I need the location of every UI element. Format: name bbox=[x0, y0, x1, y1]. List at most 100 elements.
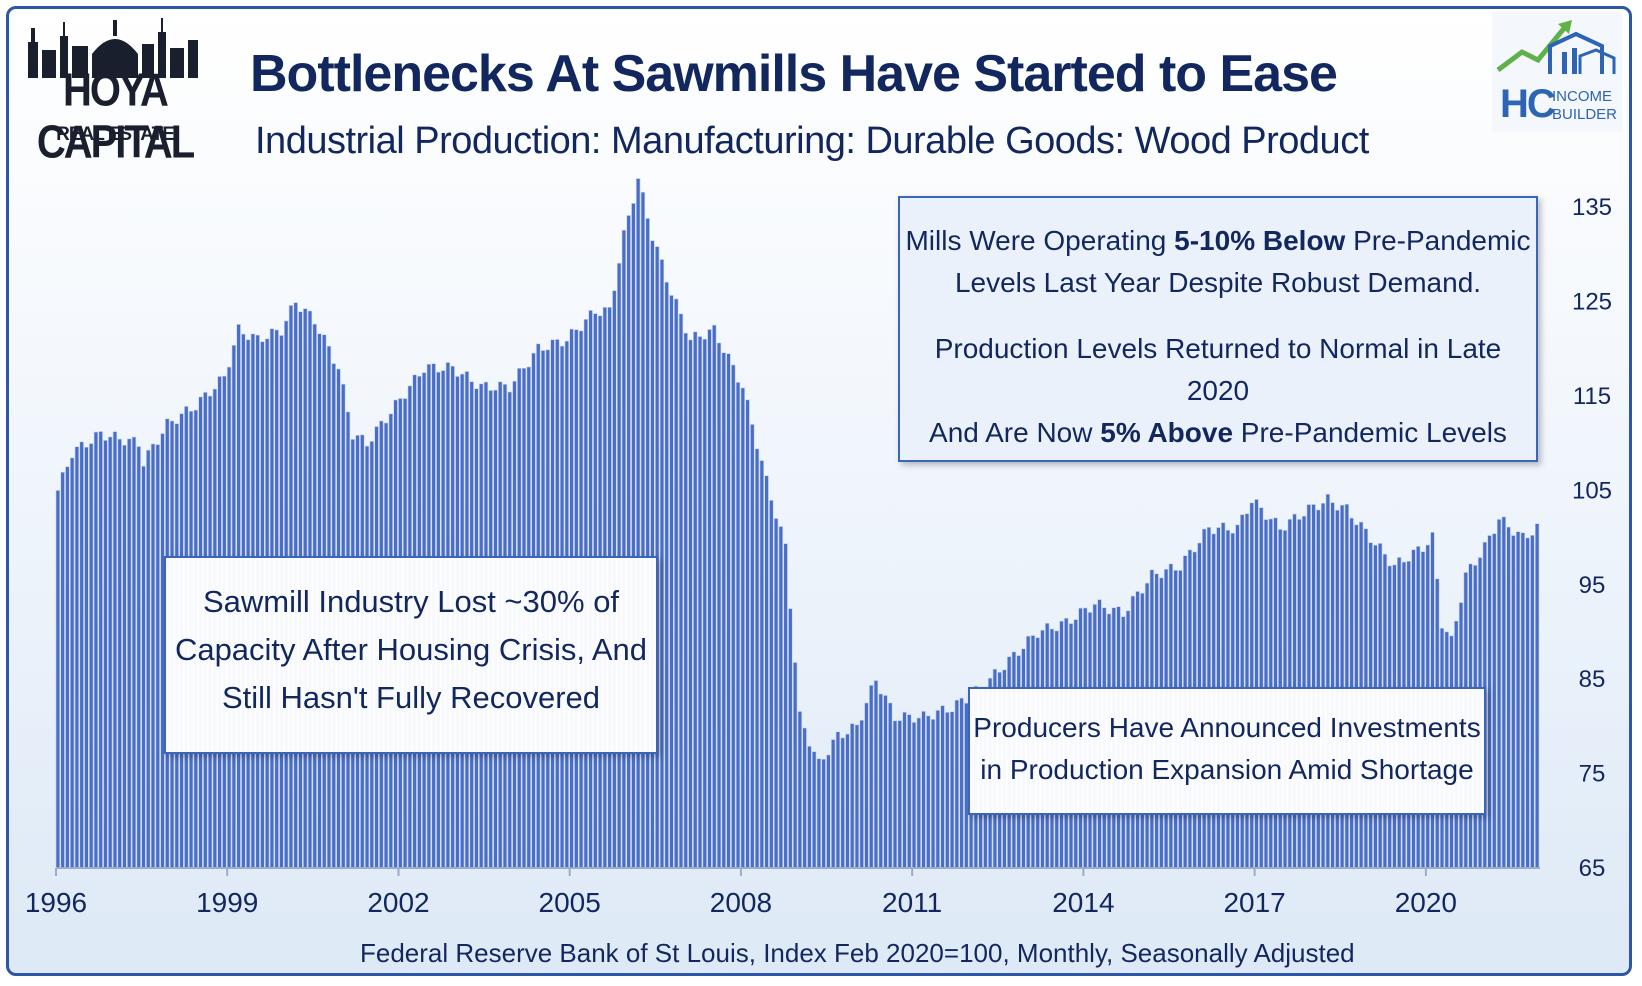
bar bbox=[117, 438, 122, 869]
logo-line-builder: BUILDER bbox=[1552, 106, 1618, 123]
bar bbox=[840, 737, 845, 869]
bar bbox=[883, 695, 888, 869]
bar bbox=[754, 448, 760, 869]
bar bbox=[959, 697, 964, 869]
y-tick-label: 125 bbox=[1572, 289, 1612, 316]
bar bbox=[108, 436, 113, 869]
bar bbox=[921, 711, 926, 869]
bar bbox=[759, 460, 765, 869]
bar bbox=[1492, 533, 1497, 869]
y-tick-label: 135 bbox=[1572, 194, 1612, 221]
bar bbox=[835, 731, 841, 869]
callout-line: in Production Expansion Amid Shortage bbox=[980, 754, 1474, 785]
bar bbox=[864, 702, 869, 869]
callout-text: Production Levels Returned to Normal in … bbox=[934, 333, 1502, 406]
callout-line: Producers Have Announced Investments bbox=[973, 712, 1481, 743]
bar bbox=[764, 475, 769, 869]
bar bbox=[79, 441, 84, 869]
logo-wordmark: HOYA CAPITAL bbox=[36, 65, 195, 168]
skyline-icon bbox=[28, 18, 198, 78]
bar bbox=[1530, 535, 1535, 869]
bar bbox=[935, 710, 940, 869]
bar bbox=[1501, 516, 1507, 869]
bar bbox=[688, 339, 693, 869]
hoya-capital-logo: HOYA CAPITAL REAL ESTATE bbox=[20, 14, 210, 168]
bar bbox=[750, 424, 755, 869]
bar bbox=[74, 446, 80, 869]
bar bbox=[127, 438, 132, 869]
bar bbox=[807, 745, 812, 869]
bar bbox=[626, 215, 631, 869]
bar bbox=[55, 490, 61, 869]
y-axis-ticks: 65 75 85 95 105 115 125 135 bbox=[1572, 194, 1612, 882]
bar bbox=[712, 324, 717, 869]
bar bbox=[721, 352, 726, 869]
x-tick-label: 1999 bbox=[196, 887, 258, 918]
callout-text: Pre-Pandemic bbox=[1345, 225, 1531, 256]
x-tick-label: 1996 bbox=[25, 887, 87, 918]
callout-line: Capacity After Housing Crisis, And bbox=[174, 632, 648, 667]
callout-capacity-lost: Sawmill Industry Lost ~30% of Capacity A… bbox=[164, 556, 658, 754]
bar bbox=[850, 723, 855, 869]
bar bbox=[640, 191, 646, 869]
bar bbox=[84, 446, 89, 869]
bar bbox=[930, 719, 936, 869]
bar bbox=[1534, 523, 1540, 869]
bar bbox=[707, 329, 712, 869]
x-tick-label: 2014 bbox=[1052, 887, 1114, 918]
bar bbox=[745, 399, 750, 869]
bar bbox=[897, 720, 902, 869]
bar bbox=[888, 702, 893, 869]
bar bbox=[1487, 535, 1492, 869]
y-tick-label: 115 bbox=[1573, 383, 1611, 410]
bar bbox=[136, 446, 141, 869]
bar bbox=[693, 331, 698, 869]
y-tick-label: 65 bbox=[1579, 855, 1606, 882]
callout-tr-paragraph-1: Mills Were Operating 5-10% Below Pre-Pan… bbox=[900, 220, 1536, 304]
x-tick-label: 2020 bbox=[1395, 887, 1457, 918]
bar bbox=[65, 466, 70, 869]
bar bbox=[69, 457, 75, 869]
bar bbox=[697, 336, 703, 869]
bar bbox=[88, 443, 94, 869]
bar bbox=[916, 717, 921, 869]
bar bbox=[816, 758, 822, 869]
y-tick-label: 85 bbox=[1579, 666, 1606, 693]
callout-emphasis: 5% Above bbox=[1100, 417, 1234, 448]
bar bbox=[131, 436, 137, 869]
bar bbox=[797, 711, 803, 869]
x-tick-label: 2002 bbox=[367, 887, 429, 918]
callout-text: Levels Last Year Despite Robust Demand. bbox=[954, 267, 1482, 298]
callout-emphasis: 5-10% Below bbox=[1174, 225, 1346, 256]
bar bbox=[783, 543, 788, 869]
callout-tr-paragraph-2: Production Levels Returned to Normal in … bbox=[900, 328, 1536, 454]
bar bbox=[635, 178, 641, 869]
bar bbox=[826, 754, 831, 869]
callout-line: Sawmill Industry Lost ~30% of bbox=[202, 584, 620, 619]
bar bbox=[769, 500, 774, 869]
bar bbox=[146, 449, 151, 869]
callout-text: Pre-Pandemic Levels bbox=[1233, 417, 1507, 448]
bar bbox=[854, 724, 860, 869]
bar bbox=[1496, 519, 1502, 869]
bar bbox=[1506, 526, 1511, 869]
bar bbox=[911, 722, 917, 869]
bar bbox=[1525, 537, 1530, 869]
bar bbox=[716, 342, 722, 869]
bar bbox=[821, 758, 826, 869]
bar bbox=[1511, 535, 1516, 869]
logo-income-builder: INCOME BUILDER bbox=[1552, 88, 1617, 124]
bar bbox=[678, 313, 684, 869]
x-tick-label: 2011 bbox=[882, 887, 942, 918]
bar bbox=[150, 443, 156, 869]
bar bbox=[773, 518, 779, 869]
house-chart-icon bbox=[1496, 20, 1616, 74]
bar bbox=[122, 444, 127, 869]
logo-line-income: INCOME bbox=[1552, 88, 1612, 105]
bar bbox=[859, 719, 864, 869]
callout-text: Mills Were Operating bbox=[905, 225, 1175, 256]
bar bbox=[830, 739, 836, 869]
bar bbox=[155, 444, 160, 869]
y-tick-label: 75 bbox=[1579, 761, 1606, 788]
